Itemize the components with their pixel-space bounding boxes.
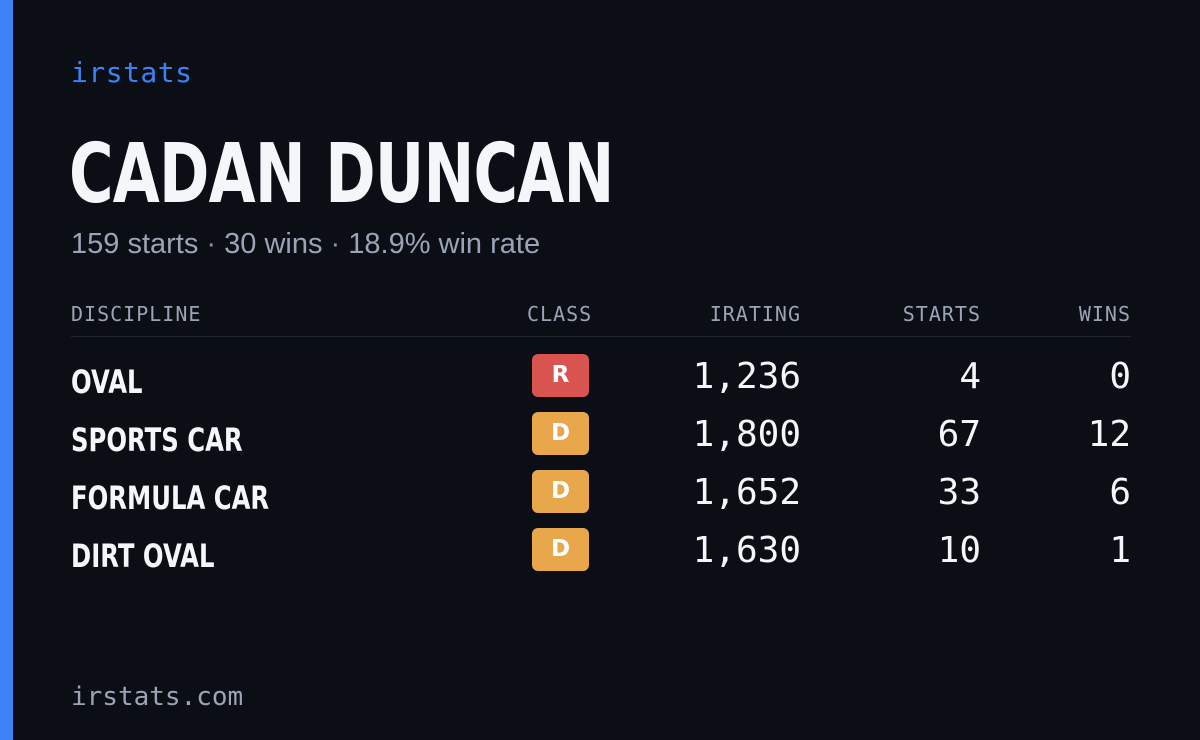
starts-value: 10 <box>937 530 981 571</box>
accent-bar <box>0 0 13 740</box>
class-badge: D <box>532 470 589 513</box>
header-wins: WINS <box>1078 302 1131 326</box>
irating-value: 1,236 <box>692 356 801 397</box>
irating-value: 1,630 <box>692 530 801 571</box>
discipline-name: FORMULA CAR <box>71 479 270 517</box>
header-class: CLASS <box>527 302 593 326</box>
table-body: OVAL R 1,236 4 0 SPORTS CAR D 1,800 67 1… <box>71 353 1131 585</box>
wins-value: 1 <box>1109 530 1131 571</box>
class-badge: R <box>532 354 589 397</box>
irating-value: 1,800 <box>692 414 801 455</box>
starts-value: 67 <box>937 414 981 455</box>
wins-value: 6 <box>1109 472 1131 513</box>
footer-domain: irstats.com <box>71 682 244 712</box>
starts-value: 33 <box>937 472 981 513</box>
wins-value: 12 <box>1087 414 1131 455</box>
driver-name: CADAN DUNCAN <box>69 127 614 222</box>
starts-summary: 159 starts <box>71 228 199 260</box>
win-rate-summary: 18.9% win rate <box>348 228 541 260</box>
discipline-table: DISCIPLINE CLASS IRATING STARTS WINS OVA… <box>71 296 1131 585</box>
table-row: SPORTS CAR D 1,800 67 12 <box>71 411 1131 469</box>
summary-separator: · <box>206 228 217 260</box>
header-irating: IRATING <box>709 302 801 326</box>
driver-summary: 159 starts · 30 wins · 18.9% win rate <box>71 228 540 261</box>
discipline-name: SPORTS CAR <box>71 421 243 459</box>
starts-value: 4 <box>959 356 981 397</box>
summary-separator: · <box>330 228 341 260</box>
table-header: DISCIPLINE CLASS IRATING STARTS WINS <box>71 296 1131 337</box>
class-badge: D <box>532 528 589 571</box>
irating-value: 1,652 <box>692 472 801 513</box>
wins-value: 0 <box>1109 356 1131 397</box>
header-starts: STARTS <box>902 302 981 326</box>
discipline-name: OVAL <box>71 363 143 401</box>
discipline-name: DIRT OVAL <box>71 537 215 575</box>
class-badge: D <box>532 412 589 455</box>
wins-summary: 30 wins <box>224 228 323 260</box>
brand-logo: irstats <box>71 56 193 89</box>
table-row: DIRT OVAL D 1,630 10 1 <box>71 527 1131 585</box>
table-row: FORMULA CAR D 1,652 33 6 <box>71 469 1131 527</box>
table-row: OVAL R 1,236 4 0 <box>71 353 1131 411</box>
header-discipline: DISCIPLINE <box>71 302 202 326</box>
